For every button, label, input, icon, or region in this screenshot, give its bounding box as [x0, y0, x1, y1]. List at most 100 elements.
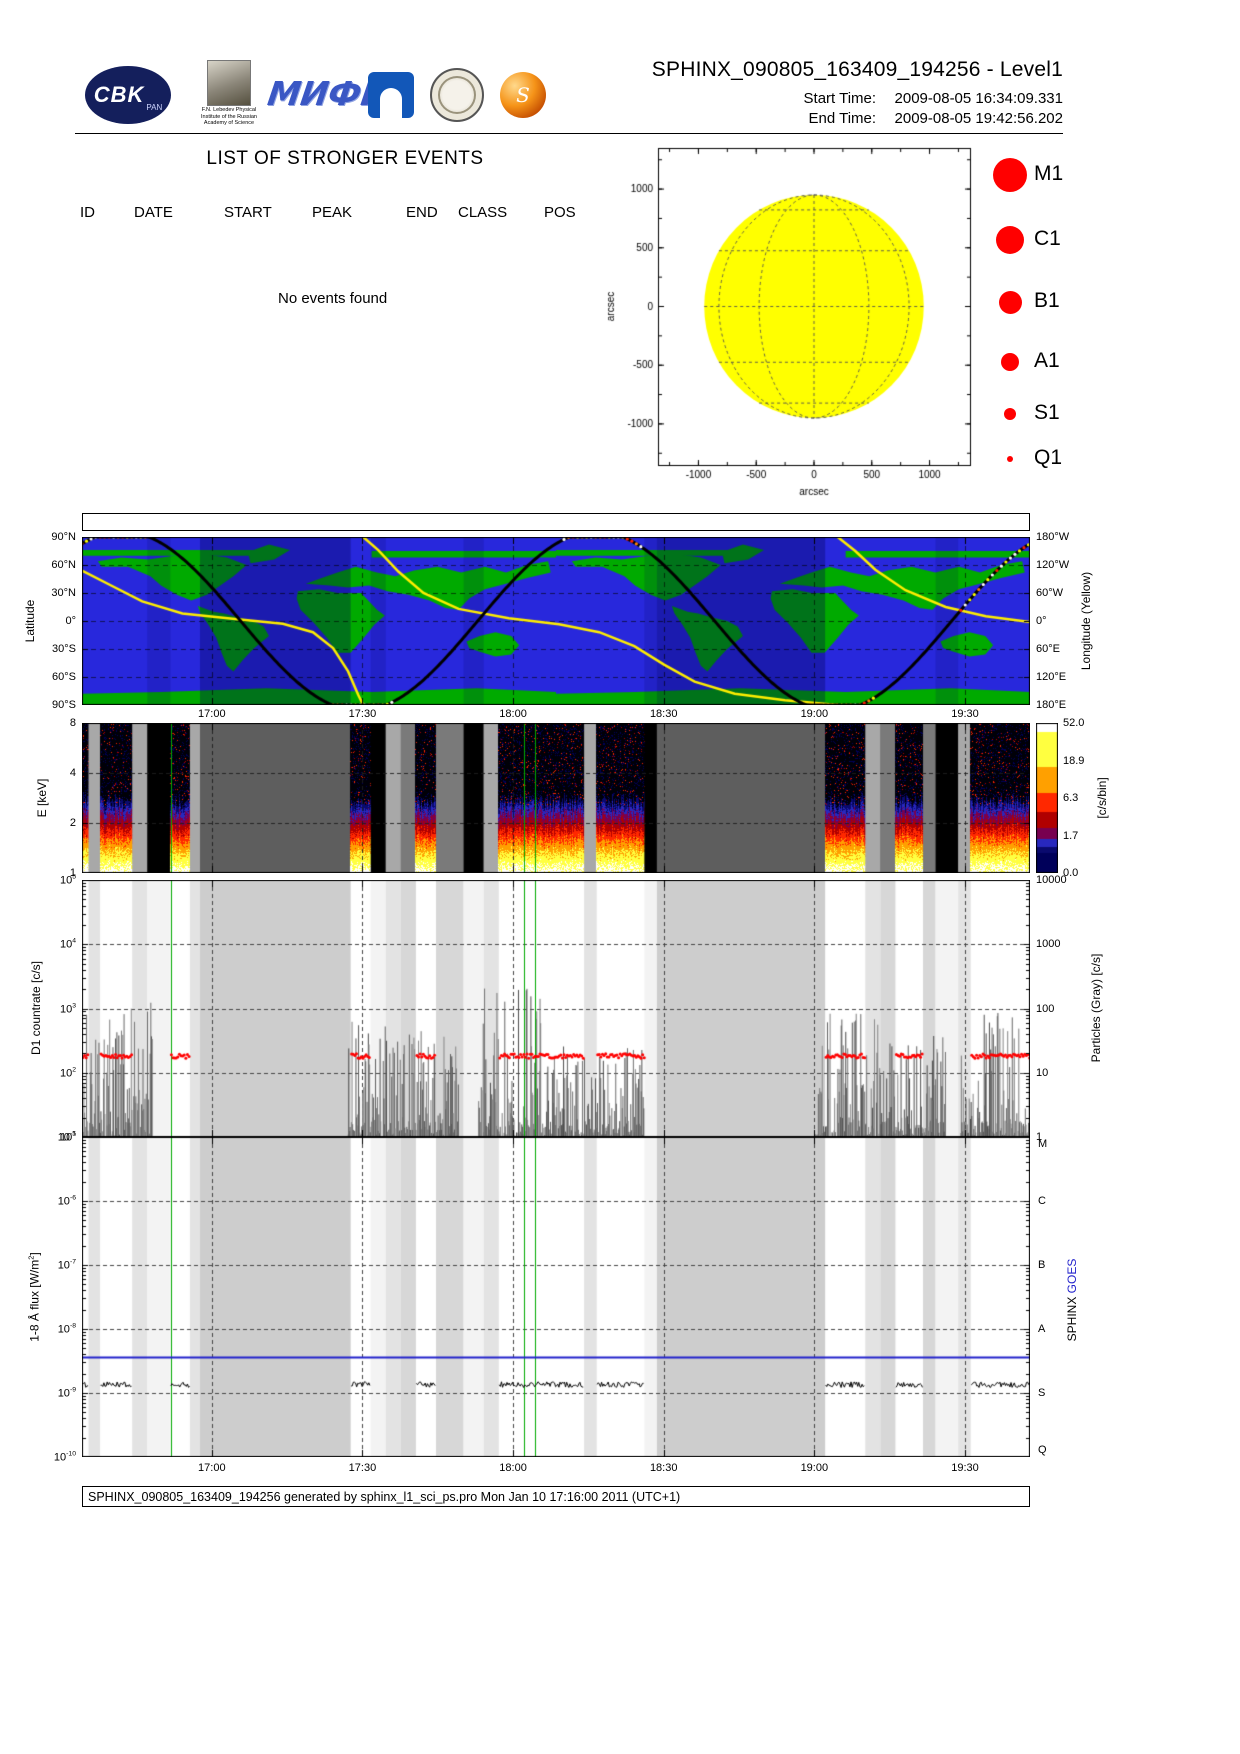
flux-tick-label: 10-7 — [57, 1258, 76, 1272]
sun-disk-plot — [600, 140, 1010, 502]
cbk-logo-text: CBK — [93, 82, 145, 107]
flux-tick-label: 10-10 — [53, 1450, 76, 1464]
legend-label: M1 — [1034, 161, 1064, 185]
flux-panel — [82, 1137, 1030, 1457]
time-tick-label: 19:30 — [951, 1462, 979, 1474]
spectrogram-colorbar — [1036, 723, 1058, 873]
energy-spectrogram — [82, 723, 1030, 873]
longitude-tick-label: 180°E — [1036, 699, 1067, 711]
flux-tick-label: 10-6 — [57, 1194, 76, 1208]
energy-tick-label: 1 — [69, 867, 76, 879]
cbk-pan-logo: CBK PAN — [85, 66, 171, 124]
energy-tick-label: 4 — [69, 767, 76, 779]
flare-size-dot — [1004, 408, 1016, 420]
flare-size-dot — [993, 158, 1027, 192]
colorbar-tick-label: 1.7 — [1063, 829, 1079, 842]
particles-tick-label: 1 — [1036, 1131, 1043, 1143]
particles-tick-label: 10000 — [1036, 874, 1067, 886]
latitude-tick-label: 60°S — [52, 671, 76, 683]
events-col-peak: PEAK — [312, 204, 353, 221]
events-col-id: ID — [80, 204, 95, 221]
time-tick-label: 18:00 — [499, 708, 527, 720]
page-title: SPHINX_090805_163409_194256 - Level1 — [651, 58, 1063, 81]
footer-bar: SPHINX_090805_163409_194256 generated by… — [82, 1486, 1030, 1507]
countrate-tick-label: 104 — [59, 937, 76, 951]
events-title: LIST OF STRONGER EVENTS — [206, 148, 484, 169]
events-col-pos: POS — [544, 204, 576, 221]
time-tick-label: 18:30 — [649, 708, 678, 720]
flare-class-legend: M1 C1 B1 A1 S1 Q1 — [982, 142, 1157, 482]
arch-shape — [380, 88, 402, 118]
latitude-tick-label: 90°N — [51, 531, 76, 543]
colorbar-tick-label: 6.3 — [1063, 792, 1079, 804]
lebedev-institute-logo: F.N. Lebedev Physical Institute of the R… — [196, 60, 262, 127]
goes-class-label: M — [1038, 1138, 1048, 1150]
flux-tick-label: 10-5 — [57, 1130, 76, 1144]
goes-class-label: Q — [1038, 1444, 1047, 1456]
legend-label: C1 — [1034, 226, 1061, 250]
events-empty-message: No events found — [278, 290, 388, 307]
events-col-start: START — [224, 204, 272, 221]
arch-logo — [368, 72, 414, 118]
goes-class-label: S — [1038, 1387, 1046, 1399]
time-tick-label: 17:00 — [198, 708, 226, 720]
cbk-logo-subtext: PAN — [146, 103, 163, 112]
flare-size-dot — [1001, 353, 1019, 371]
lebedev-portrait-image — [207, 60, 251, 106]
flare-size-dot — [1007, 456, 1013, 462]
time-tick-label: 19:30 — [951, 708, 979, 720]
latitude-tick-label: 30°S — [52, 643, 76, 655]
start-time-label: Start Time: — [803, 90, 877, 107]
legend-label: B1 — [1034, 288, 1060, 312]
legend-label: Q1 — [1034, 445, 1063, 469]
colorbar-tick-label: 0.0 — [1063, 867, 1079, 879]
longitude-tick-label: 180°W — [1036, 531, 1070, 543]
energy-tick-label: 8 — [69, 717, 76, 729]
flare-intervals-bar — [82, 513, 1030, 531]
energy-tick-label: 2 — [69, 817, 76, 829]
header-rule — [75, 133, 1063, 134]
goes-class-label: A — [1038, 1323, 1046, 1335]
time-tick-label: 19:00 — [800, 1462, 829, 1474]
time-tick-label: 17:00 — [198, 1462, 226, 1474]
latitude-tick-label: 0° — [65, 615, 76, 627]
latitude-tick-label: 30°N — [51, 587, 76, 599]
flare-size-dot — [998, 290, 1022, 314]
colorbar-tick-label: 52.0 — [1063, 717, 1085, 729]
time-tick-label: 18:00 — [499, 1462, 527, 1474]
particles-tick-label: 100 — [1036, 1002, 1055, 1015]
events-col-date: DATE — [134, 204, 173, 221]
time-tick-label: 17:30 — [348, 708, 377, 720]
lebedev-caption: F.N. Lebedev Physical Institute of the R… — [201, 107, 257, 127]
longitude-tick-label: 60°W — [1036, 587, 1064, 599]
countrate-tick-label: 103 — [59, 1002, 76, 1015]
flare-size-dot — [996, 226, 1024, 254]
events-header-row: ID DATE START PEAK END CLASS POS — [0, 204, 620, 224]
society-seal-logo — [430, 68, 484, 122]
footer-text: SPHINX_090805_163409_194256 generated by… — [88, 1489, 681, 1504]
longitude-tick-label: 120°E — [1036, 671, 1067, 683]
end-time-label: End Time: — [808, 110, 877, 127]
longitude-tick-label: 120°W — [1036, 559, 1070, 571]
longitude-tick-label: 60°E — [1036, 643, 1060, 655]
particles-tick-label: 10 — [1036, 1066, 1049, 1079]
latitude-tick-label: 60°N — [51, 559, 76, 571]
time-tick-label: 18:30 — [649, 1462, 678, 1474]
countrate-tick-label: 101 — [59, 1130, 76, 1144]
flux-tick-label: 10-9 — [57, 1386, 76, 1400]
latitude-tick-label: 90°S — [52, 699, 76, 711]
legend-label: S1 — [1034, 400, 1060, 424]
sphinx-logo: S — [500, 72, 546, 118]
time-tick-label: 17:30 — [348, 1462, 377, 1474]
start-time-value: 2009-08-05 16:34:09.331 — [894, 90, 1063, 107]
end-time-row: End Time: 2009-08-05 19:42:56.202 — [600, 110, 1063, 128]
time-tick-label: 19:00 — [800, 708, 829, 720]
colorbar-tick-label: 18.9 — [1063, 754, 1085, 767]
longitude-tick-label: 0° — [1036, 615, 1047, 627]
goes-class-label: C — [1038, 1195, 1046, 1207]
particles-tick-label: 1000 — [1036, 938, 1061, 951]
end-time-value: 2009-08-05 19:42:56.202 — [894, 110, 1063, 127]
legend-label: A1 — [1034, 348, 1060, 372]
